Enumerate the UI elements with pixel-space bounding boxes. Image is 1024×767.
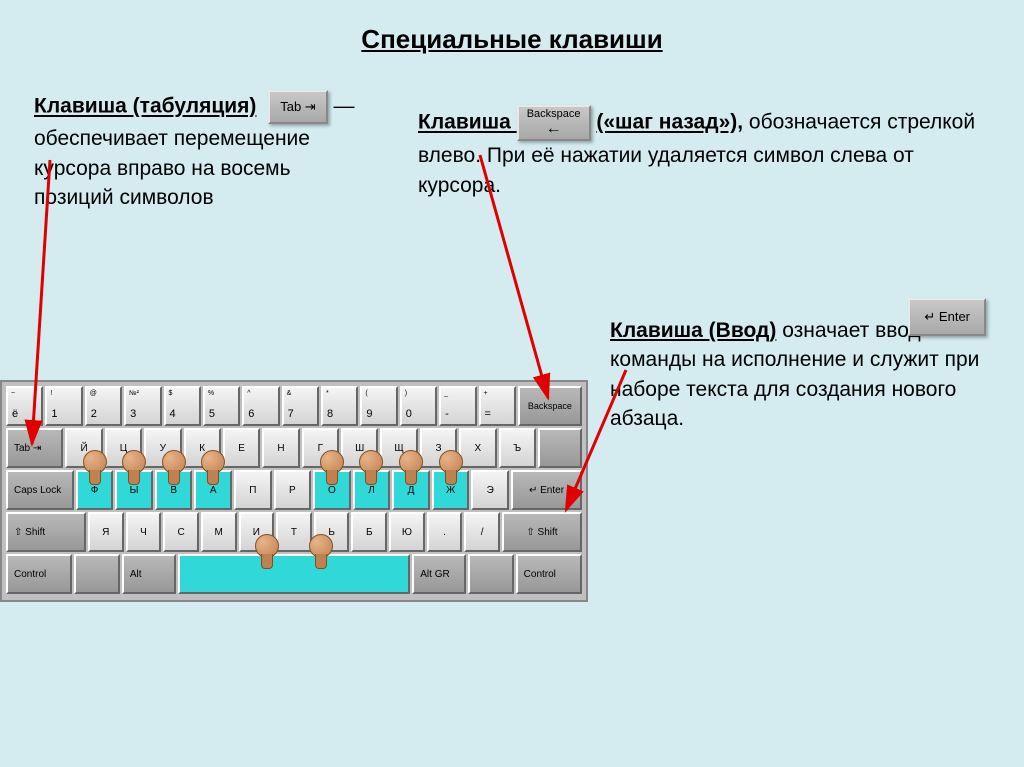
key: ^6 xyxy=(242,386,279,426)
key: $4 xyxy=(164,386,201,426)
key: Т xyxy=(276,512,312,552)
key: В xyxy=(155,470,193,510)
bs-key-top: Backspace xyxy=(527,109,581,121)
key: Ю xyxy=(389,512,425,552)
bs-heading-after: («шаг назад»), xyxy=(596,111,743,134)
key: ~ё xyxy=(6,386,43,426)
keyboard-diagram: ~ё!1@2№²3$4%5^6&7*8(9)0_-+=Backspace Tab… xyxy=(0,380,588,602)
page-title: Специальные клавиши xyxy=(0,0,1024,55)
tab-heading: Клавиша (табуляция) xyxy=(34,95,256,118)
key: Alt GR xyxy=(412,554,466,594)
key: ⇧ Shift xyxy=(6,512,86,552)
bs-key-arrow: ← xyxy=(527,121,581,138)
key: Caps Lock xyxy=(6,470,74,510)
key: Б xyxy=(351,512,387,552)
key: П xyxy=(234,470,272,510)
key: №²3 xyxy=(124,386,161,426)
key: Backspace xyxy=(518,386,582,426)
tab-key-illustration: Tab ⇥ xyxy=(268,90,327,124)
key: Н xyxy=(262,428,299,468)
key: С xyxy=(163,512,199,552)
key: ↵ Enter xyxy=(511,470,582,510)
key xyxy=(74,554,120,594)
key: ⇧ Shift xyxy=(502,512,582,552)
bs-key-illustration: Backspace ← xyxy=(517,105,591,141)
key: += xyxy=(479,386,516,426)
key: !1 xyxy=(45,386,82,426)
key: А xyxy=(194,470,232,510)
key: Е xyxy=(223,428,260,468)
key: Control xyxy=(6,554,72,594)
key: Э xyxy=(471,470,509,510)
key: Ъ xyxy=(499,428,536,468)
key: Д xyxy=(392,470,430,510)
bs-heading-before: Клавиша xyxy=(418,111,517,134)
key xyxy=(538,428,582,468)
key: М xyxy=(201,512,237,552)
key: _- xyxy=(439,386,476,426)
key xyxy=(468,554,514,594)
backspace-section: Клавиша Backspace ← («шаг назад»), обозн… xyxy=(418,105,978,200)
key: &7 xyxy=(282,386,319,426)
enter-section: Клавиша (Ввод) ↵ Enter означает ввод ком… xyxy=(610,316,990,434)
key: О xyxy=(313,470,351,510)
key: Я xyxy=(88,512,124,552)
key: *8 xyxy=(321,386,358,426)
tab-section: Клавиша (табуляция) Tab ⇥ — обеспечивает… xyxy=(34,90,374,212)
key: @2 xyxy=(85,386,122,426)
key: Tab ⇥ xyxy=(6,428,63,468)
key: Ч xyxy=(126,512,162,552)
key: Ж xyxy=(432,470,470,510)
key: (9 xyxy=(360,386,397,426)
key: )0 xyxy=(400,386,437,426)
enter-key-illustration: ↵ Enter xyxy=(908,298,986,336)
enter-heading: Клавиша (Ввод) xyxy=(610,319,776,342)
key: Control xyxy=(516,554,582,594)
key: Р xyxy=(274,470,312,510)
key: %5 xyxy=(203,386,240,426)
key: . xyxy=(427,512,463,552)
key: Л xyxy=(353,470,391,510)
key: Alt xyxy=(122,554,176,594)
key xyxy=(178,554,411,594)
key: Х xyxy=(459,428,496,468)
key: / xyxy=(464,512,500,552)
key: Ы xyxy=(115,470,153,510)
key: Ф xyxy=(76,470,114,510)
